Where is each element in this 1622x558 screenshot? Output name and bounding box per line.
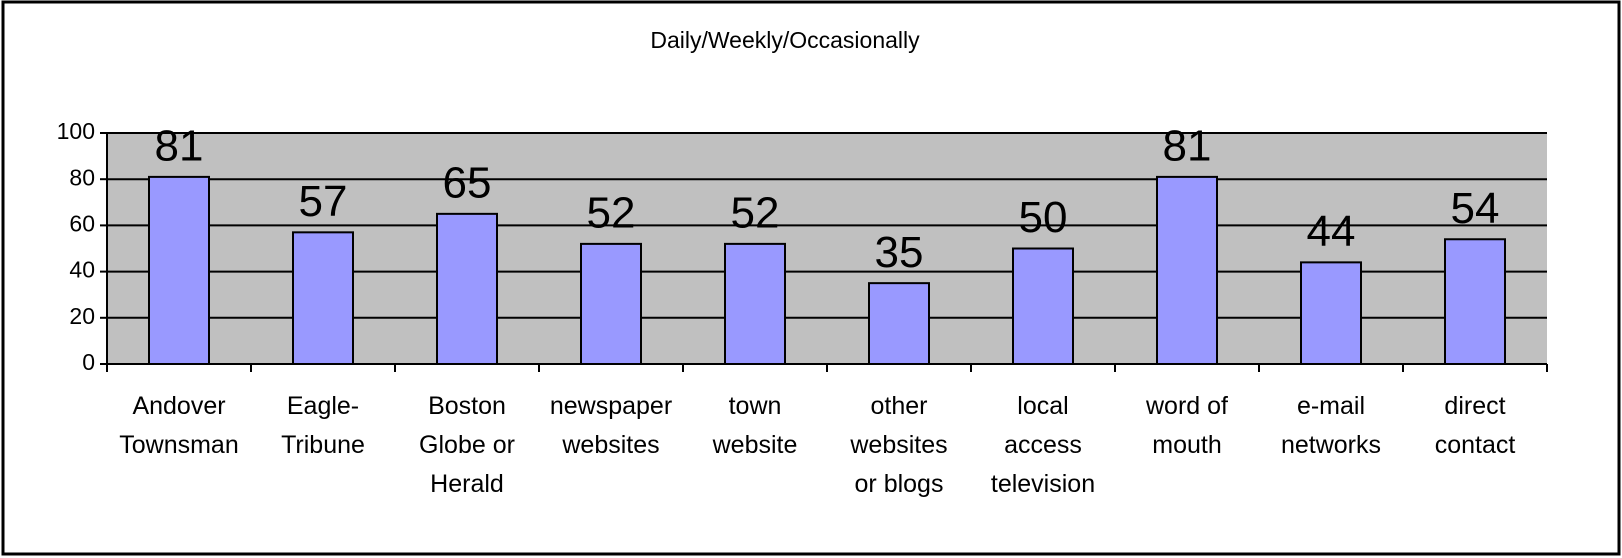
bar <box>1444 238 1506 365</box>
x-tick-label: Eagle- Tribune <box>281 392 365 459</box>
y-tick-label: 60 <box>69 210 95 236</box>
x-tick-label: word of mouth <box>1146 392 1228 459</box>
bar <box>1012 247 1074 365</box>
y-tick-label: 80 <box>69 164 95 190</box>
x-tick-label: Andover Townsman <box>119 392 239 459</box>
y-tick-label: 20 <box>69 303 95 329</box>
x-tick-label: other websites or blogs <box>850 392 948 498</box>
x-tick-label: local access television <box>990 392 1096 498</box>
bar <box>868 282 930 365</box>
bar <box>580 242 642 366</box>
bar <box>1300 261 1362 365</box>
data-label: 52 <box>587 189 636 238</box>
y-tick-label: 100 <box>57 118 95 144</box>
x-tick-label: direct contact <box>1434 392 1516 459</box>
y-tick-label: 40 <box>69 257 95 283</box>
bar <box>436 212 498 365</box>
y-tick-label: 0 <box>82 349 95 375</box>
data-label: 65 <box>443 158 492 207</box>
data-label: 52 <box>731 189 780 238</box>
data-label: 35 <box>875 228 924 277</box>
data-label: 81 <box>155 122 204 171</box>
x-tick-label: town website <box>712 392 798 459</box>
data-label: 50 <box>1019 193 1068 242</box>
data-label: 57 <box>299 177 348 226</box>
x-tick-label: Boston Globe or Herald <box>419 392 515 498</box>
x-tick-label: e-mail networks <box>1280 392 1382 459</box>
chart-title: Daily/Weekly/Occasionally <box>650 27 920 53</box>
bar <box>1156 175 1218 365</box>
data-label: 54 <box>1451 184 1500 233</box>
bar <box>148 175 210 365</box>
bar <box>724 242 786 366</box>
x-tick-label: newspaper websites <box>549 392 673 459</box>
data-label: 81 <box>1163 122 1212 171</box>
data-label: 44 <box>1307 207 1356 256</box>
bar <box>292 231 354 365</box>
